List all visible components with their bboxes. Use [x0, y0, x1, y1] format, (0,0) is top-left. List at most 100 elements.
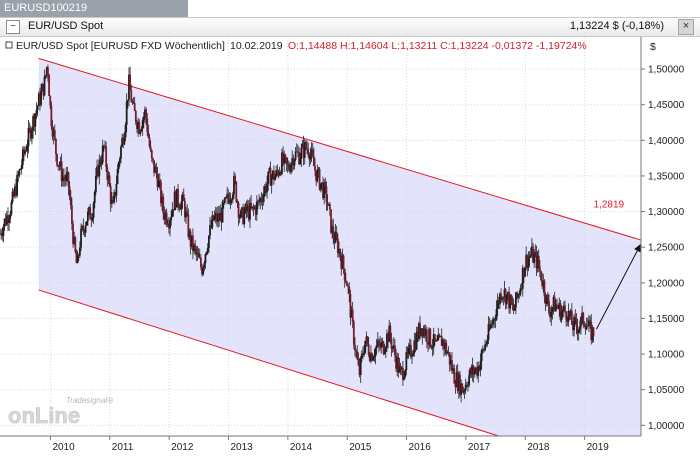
- candle-body: [383, 351, 386, 354]
- candle-body: [392, 345, 395, 347]
- x-tick-label: 2016: [409, 442, 432, 453]
- candle-body: [78, 247, 81, 256]
- candle-body: [468, 375, 471, 386]
- candle-body: [235, 181, 238, 202]
- candle-body: [480, 350, 483, 362]
- candle-body: [186, 211, 189, 215]
- candle-body: [42, 84, 45, 96]
- candle-body: [481, 349, 484, 351]
- candle-body: [348, 286, 351, 294]
- candle-body: [101, 145, 104, 163]
- candle-body: [55, 138, 57, 155]
- candle-body: [219, 212, 222, 221]
- candle-body: [475, 367, 477, 371]
- candle-body: [433, 334, 436, 342]
- candle-body: [32, 116, 35, 131]
- candle-body: [409, 344, 412, 357]
- minus-box-icon[interactable]: −: [6, 20, 20, 34]
- candle-body: [411, 355, 413, 357]
- candle-body: [129, 74, 132, 90]
- candle-body: [507, 291, 509, 295]
- candle-body: [217, 213, 219, 222]
- candle-body: [373, 356, 376, 358]
- candle-body: [215, 212, 218, 222]
- candle-body: [247, 206, 250, 220]
- candle-body: [5, 215, 8, 225]
- candle-body: [532, 246, 534, 263]
- candle-body: [158, 180, 161, 182]
- candle-body: [538, 266, 541, 271]
- candle-body: [362, 353, 364, 355]
- candle-body: [193, 244, 195, 251]
- candle-body: [577, 329, 580, 334]
- candle-body: [314, 166, 316, 171]
- candle-body: [2, 226, 5, 236]
- candle-body: [37, 93, 40, 106]
- candle-body: [548, 300, 550, 314]
- candle-body: [136, 122, 138, 129]
- candle-body: [486, 339, 489, 344]
- candle-body: [553, 296, 556, 312]
- y-tick-label: 1,15000: [648, 314, 685, 325]
- candle-body: [131, 101, 134, 103]
- candle-body: [211, 215, 214, 228]
- legend-date: 10.02.2019: [230, 40, 283, 52]
- close-icon[interactable]: ×: [678, 19, 694, 35]
- legend-ohlc: O:1,14488 H:1,14604 L:1,13211 C:1,13224 …: [288, 40, 587, 52]
- chart-tab[interactable]: EURUSD100219: [0, 0, 188, 17]
- candle-body: [140, 128, 143, 131]
- x-tick-label: 2012: [171, 442, 194, 453]
- candle-body: [147, 132, 150, 138]
- candle-body: [97, 166, 100, 177]
- tab-label: EURUSD100219: [4, 2, 88, 14]
- candle-body: [148, 137, 151, 147]
- candle-body: [104, 145, 106, 147]
- candle-body: [72, 223, 74, 244]
- candle-body: [477, 366, 480, 376]
- candle-body: [332, 226, 335, 239]
- candle-body: [308, 154, 311, 160]
- candle-body: [415, 331, 418, 350]
- candle-body: [26, 145, 29, 151]
- candle-body: [283, 154, 286, 164]
- candle-body: [541, 280, 544, 286]
- candle-body: [497, 299, 500, 305]
- candle-body: [81, 226, 84, 229]
- candle-body: [318, 168, 321, 190]
- candle-body: [350, 309, 353, 318]
- x-tick-label: 2011: [112, 442, 134, 453]
- x-tick-label: 2019: [587, 442, 610, 453]
- candle-body: [456, 372, 459, 391]
- candle-body: [382, 341, 385, 354]
- logo-bottom: onLine: [8, 403, 80, 428]
- candle-body: [274, 176, 276, 181]
- candle-body: [542, 280, 545, 286]
- candle-body: [112, 199, 114, 203]
- candle-body: [427, 342, 429, 345]
- y-tick-label: 1,45000: [648, 100, 685, 111]
- legend-icon: [5, 41, 13, 49]
- candle-body: [245, 204, 248, 212]
- candle-body: [424, 329, 427, 336]
- candle-body: [182, 194, 185, 201]
- candle-body: [168, 225, 170, 229]
- y-tick-label: 1,40000: [648, 136, 685, 147]
- candle-body: [184, 200, 186, 218]
- candle-body: [108, 175, 111, 187]
- candle-body: [262, 193, 265, 203]
- candle-body: [0, 233, 3, 236]
- candle-body: [562, 305, 565, 310]
- candle-body: [526, 254, 529, 269]
- candle-body: [530, 246, 533, 255]
- candle-body: [133, 102, 136, 111]
- candle-body: [417, 323, 420, 340]
- candle-body: [69, 196, 72, 206]
- price-change: 1,13224 $ (-0,18%): [569, 20, 664, 32]
- candle-body: [445, 342, 448, 354]
- candle-body: [493, 318, 496, 321]
- candle-body: [261, 200, 264, 203]
- candle-body: [317, 168, 320, 171]
- candle-body: [556, 304, 558, 307]
- candle-body: [204, 254, 207, 264]
